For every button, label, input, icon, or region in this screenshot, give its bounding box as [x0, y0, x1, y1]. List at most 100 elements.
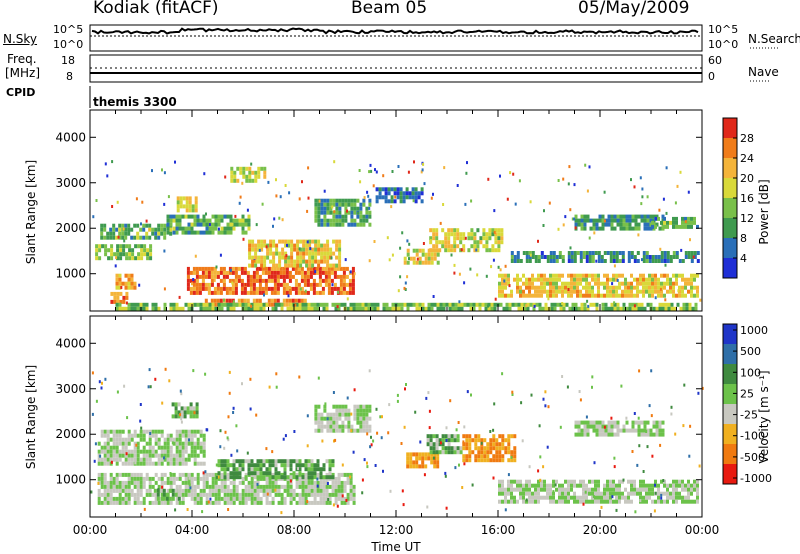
- data-cell: [669, 491, 672, 496]
- data-cell: [312, 266, 316, 271]
- colorbar-tick-label: 24: [740, 152, 754, 165]
- data-cell: [690, 220, 693, 225]
- data-cell: [381, 195, 385, 200]
- noise-cell: [404, 288, 407, 291]
- data-cell: [283, 459, 287, 464]
- data-cell: [359, 210, 363, 215]
- data-cell: [498, 487, 501, 492]
- data-cell: [254, 174, 258, 179]
- data-cell: [591, 479, 594, 484]
- data-cell: [555, 273, 558, 278]
- noise-cell: [278, 216, 281, 220]
- velocity-colorbar-label: Velocity [m s⁻¹]: [757, 370, 771, 463]
- data-cell: [130, 277, 134, 282]
- data-cell: [427, 260, 431, 265]
- data-cell: [332, 218, 336, 223]
- data-cell: [327, 278, 331, 283]
- data-cell: [332, 251, 336, 256]
- data-cell: [298, 467, 302, 472]
- data-cell: [450, 446, 454, 451]
- data-cell: [244, 475, 248, 480]
- data-cell: [257, 170, 261, 175]
- data-cell: [696, 259, 700, 263]
- data-cell: [233, 170, 237, 175]
- data-cell: [139, 492, 143, 497]
- data-cell: [166, 449, 170, 454]
- data-cell: [116, 291, 120, 296]
- data-cell: [324, 282, 328, 287]
- data-cell: [565, 302, 569, 307]
- data-cell: [140, 252, 144, 257]
- data-cell: [494, 228, 498, 233]
- data-cell: [172, 218, 176, 223]
- noise-cell: [388, 258, 391, 262]
- data-cell: [335, 222, 339, 227]
- data-cell: [672, 220, 675, 225]
- data-cell: [305, 243, 309, 248]
- data-cell: [675, 499, 678, 504]
- data-cell: [118, 306, 122, 311]
- data-cell: [435, 450, 439, 455]
- data-cell: [125, 256, 129, 261]
- colorbar-tick-label: -500: [740, 451, 765, 464]
- noise-cell: [202, 471, 205, 475]
- scatter-region: [230, 166, 267, 183]
- data-cell: [289, 492, 293, 497]
- data-cell: [365, 218, 369, 223]
- data-cell: [154, 235, 158, 240]
- data-cell: [112, 484, 116, 489]
- data-cell: [612, 251, 616, 255]
- data-cell: [585, 277, 588, 282]
- data-cell: [193, 302, 197, 307]
- data-cell: [115, 437, 119, 442]
- data-cell: [663, 220, 666, 225]
- data-cell: [687, 289, 690, 294]
- data-cell: [241, 302, 245, 307]
- data-cell: [621, 293, 624, 298]
- data-cell: [195, 282, 199, 287]
- data-cell: [163, 441, 167, 446]
- data-cell: [501, 289, 504, 294]
- data-cell: [184, 457, 188, 462]
- data-cell: [172, 226, 176, 231]
- data-cell: [655, 432, 659, 437]
- noise-cell: [493, 230, 496, 234]
- noise-cell: [662, 479, 665, 482]
- data-cell: [177, 410, 181, 415]
- data-cell: [585, 259, 589, 263]
- data-cell: [544, 306, 548, 311]
- data-cell: [276, 282, 280, 287]
- data-cell: [601, 424, 605, 429]
- data-cell: [190, 453, 194, 458]
- data-cell: [356, 412, 360, 417]
- data-cell: [260, 247, 264, 252]
- data-cell: [580, 432, 584, 437]
- data-cell: [501, 454, 505, 459]
- noise-cell: [350, 429, 353, 433]
- noise-cell: [492, 476, 495, 480]
- data-cell: [162, 492, 166, 497]
- data-cell: [469, 306, 473, 311]
- noise-cell: [368, 206, 371, 210]
- data-cell: [130, 453, 134, 458]
- noise-cell: [476, 273, 479, 277]
- data-cell: [639, 491, 642, 496]
- data-cell: [264, 286, 268, 291]
- data-cell: [478, 302, 482, 307]
- data-cell: [339, 278, 343, 283]
- data-cell: [97, 441, 101, 446]
- freq-panel: [89, 54, 770, 83]
- colorbar-tick-label: 1000: [740, 324, 768, 337]
- noise-cell: [163, 171, 166, 175]
- data-cell: [322, 306, 326, 311]
- data-cell: [116, 295, 120, 300]
- data-cell: [332, 263, 336, 268]
- data-cell: [202, 492, 206, 497]
- data-cell: [498, 450, 502, 455]
- data-cell: [255, 298, 259, 303]
- data-cell: [97, 500, 101, 505]
- data-cell: [583, 432, 587, 437]
- data-cell: [570, 251, 574, 255]
- data-cell: [432, 450, 436, 455]
- data-cell: [687, 224, 690, 229]
